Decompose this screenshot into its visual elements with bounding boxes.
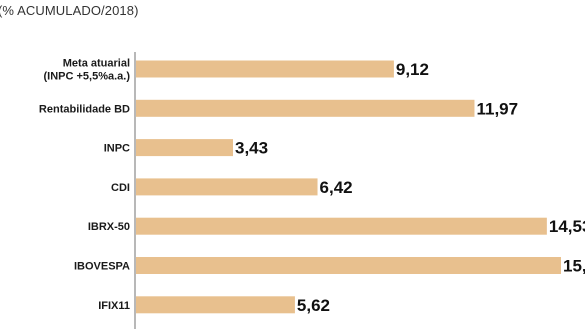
category-label-4: IBRX-50 [88,221,130,233]
bar-3 [136,178,318,196]
category-label-6: IFIX11 [98,300,130,312]
bar-1 [136,99,475,117]
category-label-3: CDI [111,182,130,194]
value-label-3: 6,42 [320,178,353,197]
category-label-5: IBOVESPA [74,261,130,273]
value-label-5: 15,03 [563,257,585,276]
category-label-0-line-1: (INPC +5,5%a.a.) [43,71,130,83]
bar-2 [136,139,233,157]
bar-5 [136,257,561,274]
bars-group: 9,12 Meta atuarial(INPC +5,5%a.a.) 11,97 Re… [39,58,585,315]
bar-4 [136,217,547,235]
value-label-6: 5,62 [297,296,330,315]
bar-0 [136,60,394,78]
category-label-1: Rentabilidade BD [39,103,130,115]
value-label-1: 11,97 [476,99,518,118]
value-label-4: 14,53 [549,217,585,236]
bar-6 [136,296,295,314]
chart-subtitle: (% ACUMULADO/2018) [0,3,139,18]
category-label-2: INPC [104,143,130,155]
value-label-0: 9,12 [396,60,429,79]
value-label-2: 3,43 [235,139,268,158]
category-label-0-line-0: Meta atuarial [63,58,130,70]
